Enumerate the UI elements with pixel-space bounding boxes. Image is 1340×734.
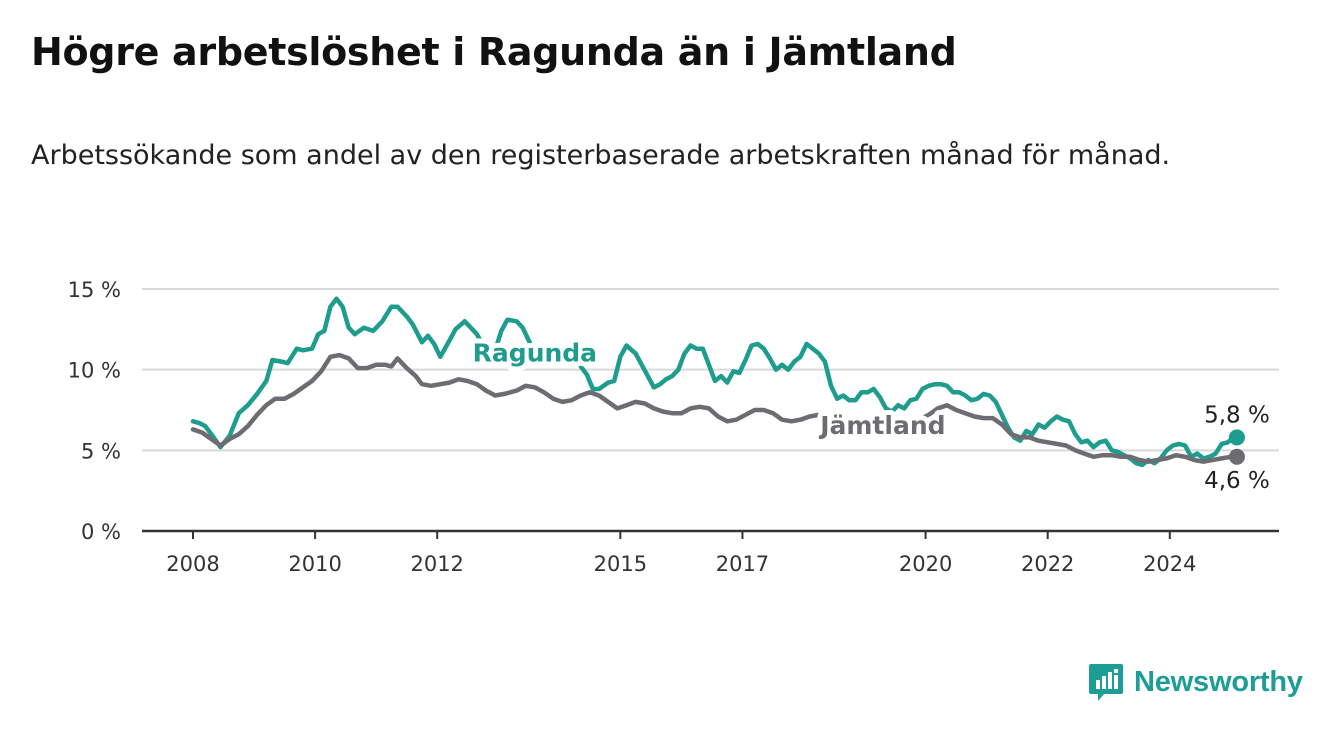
end-value-label-j-mtland: 4,6 % xyxy=(1204,468,1270,494)
end-dot-j-mtland xyxy=(1228,448,1245,465)
brand: Newsworthy xyxy=(1088,660,1303,704)
y-tick-label: 0 % xyxy=(81,520,121,544)
series-line-ragunda xyxy=(190,296,1240,468)
series-label-j-mtland: Jämtland xyxy=(818,411,945,440)
series-line-j-mtland xyxy=(190,352,1240,464)
series-label-halo-ragunda: Ragunda xyxy=(473,339,597,368)
x-tick-label: 2017 xyxy=(716,552,769,576)
series-label-ragunda: Ragunda xyxy=(473,339,597,368)
brand-name: Newsworthy xyxy=(1134,665,1303,698)
end-dot-ragunda xyxy=(1228,429,1245,446)
x-tick-label: 2008 xyxy=(166,552,219,576)
y-tick-label: 10 % xyxy=(68,359,121,383)
x-tick-label: 2022 xyxy=(1021,552,1074,576)
x-tick-label: 2024 xyxy=(1143,552,1196,576)
newsworthy-logo-icon xyxy=(1089,664,1123,701)
y-tick-label: 5 % xyxy=(81,439,121,463)
y-tick-label: 15 % xyxy=(68,278,121,302)
chart-subtitle: Arbetssökande som andel av den registerb… xyxy=(31,140,1171,171)
x-tick-label: 2015 xyxy=(594,552,647,576)
x-tick-label: 2012 xyxy=(410,552,463,576)
series-label-halo-j-mtland: Jämtland xyxy=(818,411,945,440)
x-tick-label: 2020 xyxy=(899,552,952,576)
chart-title: Högre arbetslöshet i Ragunda än i Jämtla… xyxy=(31,30,957,74)
x-tick-label: 2010 xyxy=(288,552,341,576)
end-value-label-ragunda: 5,8 % xyxy=(1204,402,1270,428)
